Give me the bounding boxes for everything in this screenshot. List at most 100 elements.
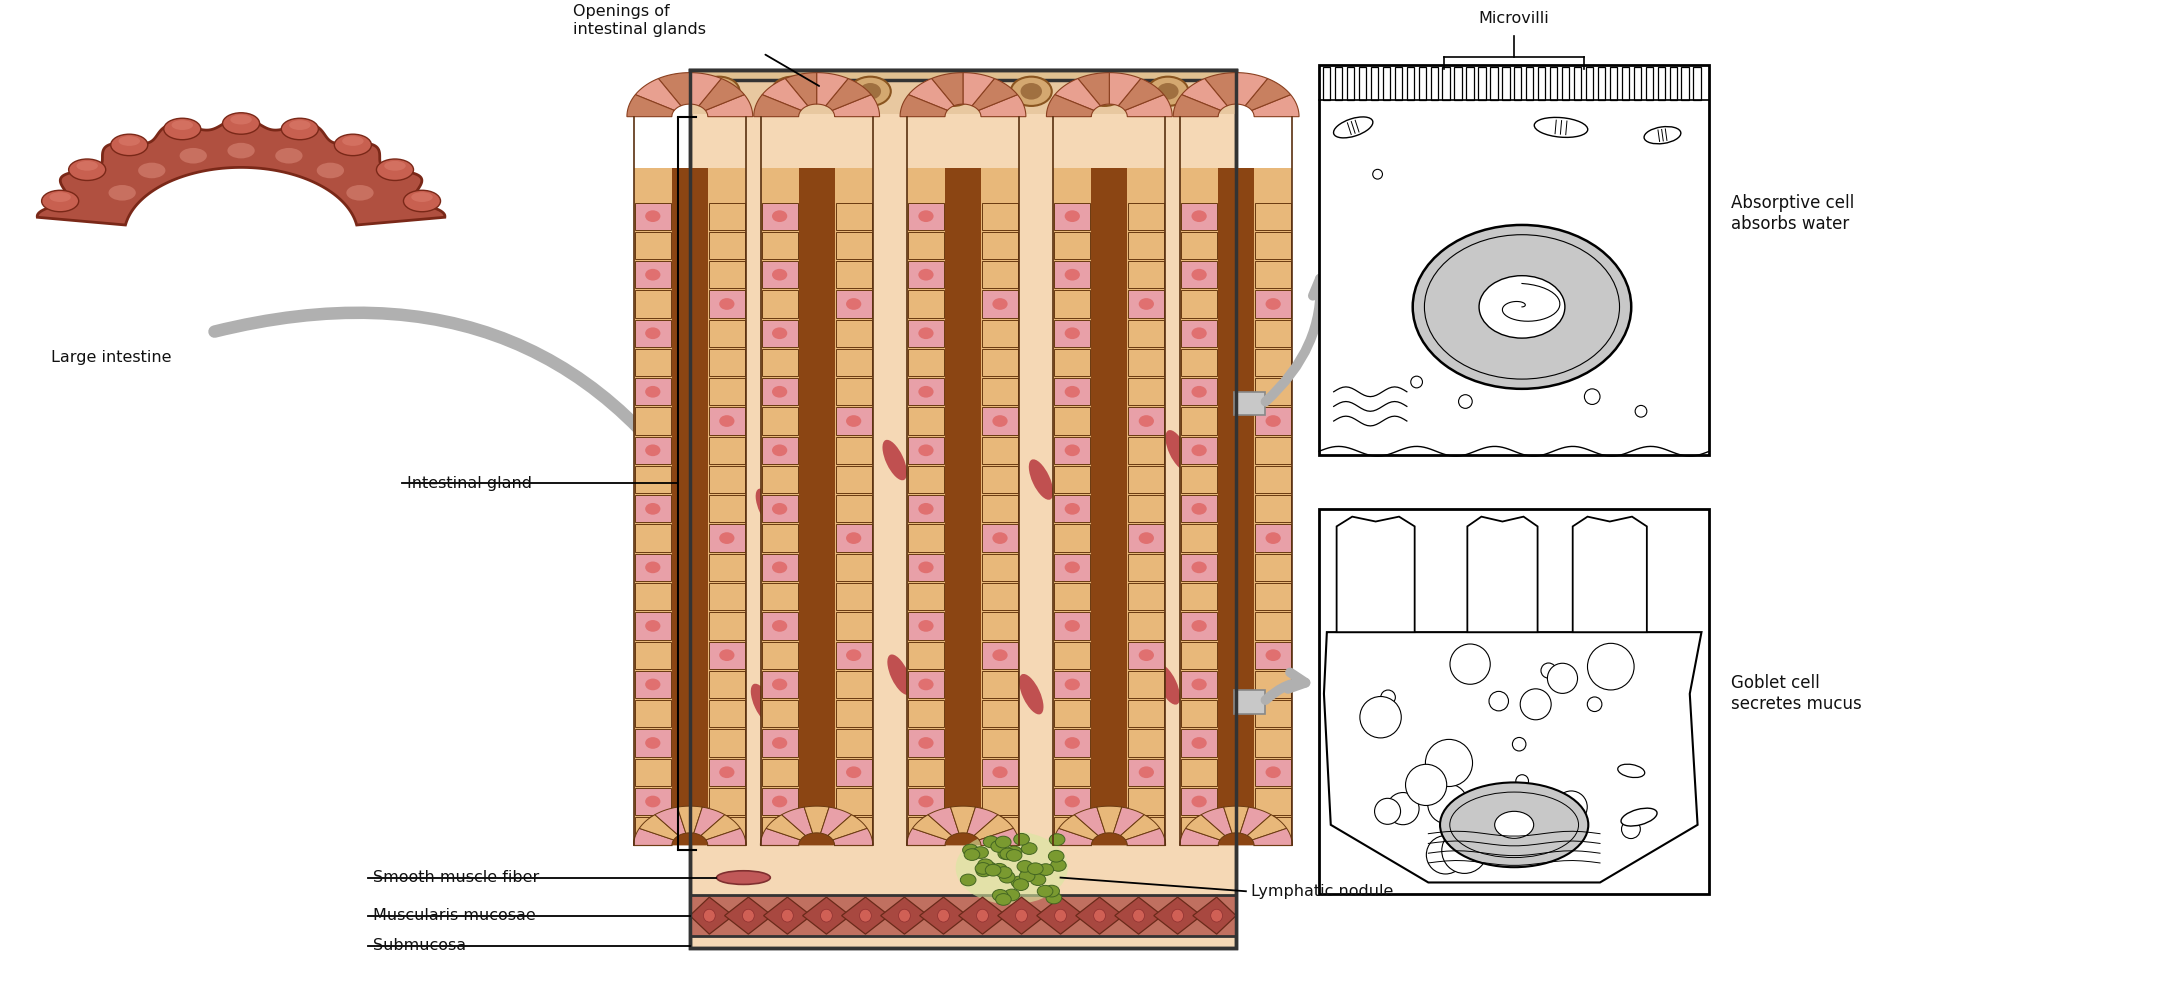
- Ellipse shape: [699, 77, 740, 106]
- Bar: [762, 642, 799, 669]
- Ellipse shape: [1192, 738, 1208, 748]
- Polygon shape: [950, 806, 976, 833]
- Ellipse shape: [846, 298, 861, 309]
- Ellipse shape: [883, 440, 907, 480]
- Bar: [1182, 319, 1216, 347]
- Ellipse shape: [1011, 77, 1052, 106]
- Ellipse shape: [1171, 909, 1184, 922]
- Bar: [1255, 612, 1292, 640]
- Ellipse shape: [887, 655, 911, 695]
- Ellipse shape: [976, 865, 991, 876]
- Bar: [710, 612, 744, 640]
- Bar: [1394, 67, 1402, 100]
- Ellipse shape: [110, 134, 147, 156]
- Bar: [909, 407, 944, 435]
- Polygon shape: [1192, 897, 1236, 934]
- Bar: [634, 407, 671, 435]
- Bar: [1255, 407, 1292, 435]
- Bar: [835, 524, 872, 552]
- Polygon shape: [781, 807, 814, 835]
- Bar: [762, 437, 799, 464]
- Bar: [982, 524, 1017, 552]
- Bar: [1443, 67, 1450, 100]
- Polygon shape: [1093, 833, 1127, 845]
- Bar: [909, 671, 944, 698]
- Polygon shape: [907, 806, 1019, 845]
- Bar: [1573, 67, 1582, 100]
- Polygon shape: [931, 73, 963, 106]
- Circle shape: [1374, 798, 1400, 824]
- Ellipse shape: [703, 909, 716, 922]
- Bar: [1255, 232, 1292, 259]
- Bar: [1054, 730, 1091, 756]
- Bar: [1054, 524, 1091, 552]
- Ellipse shape: [346, 185, 374, 201]
- Bar: [909, 787, 944, 815]
- Bar: [1054, 466, 1091, 493]
- Bar: [1383, 67, 1389, 100]
- Ellipse shape: [1065, 738, 1080, 748]
- Circle shape: [1478, 833, 1508, 865]
- Bar: [1502, 67, 1510, 100]
- Bar: [1515, 67, 1521, 100]
- Bar: [690, 895, 1236, 936]
- Polygon shape: [786, 73, 816, 106]
- Ellipse shape: [1006, 849, 1021, 861]
- Ellipse shape: [1065, 503, 1080, 515]
- Bar: [1054, 437, 1091, 464]
- Ellipse shape: [164, 118, 201, 140]
- Polygon shape: [842, 897, 889, 934]
- Ellipse shape: [275, 148, 303, 164]
- Ellipse shape: [718, 650, 734, 661]
- Ellipse shape: [742, 909, 755, 922]
- Polygon shape: [972, 79, 1017, 111]
- Bar: [1054, 554, 1091, 581]
- Polygon shape: [1244, 79, 1290, 111]
- Bar: [1127, 407, 1164, 435]
- Bar: [1127, 758, 1164, 785]
- Ellipse shape: [718, 532, 734, 544]
- Ellipse shape: [998, 848, 1013, 859]
- Bar: [690, 70, 1236, 114]
- Bar: [909, 817, 944, 844]
- Ellipse shape: [1192, 444, 1208, 456]
- Polygon shape: [1119, 79, 1164, 111]
- Ellipse shape: [716, 871, 770, 884]
- Bar: [1255, 378, 1292, 405]
- Polygon shape: [1173, 95, 1220, 117]
- Bar: [1255, 730, 1292, 756]
- Bar: [835, 407, 872, 435]
- Bar: [982, 203, 1017, 230]
- Circle shape: [1549, 795, 1565, 809]
- Bar: [799, 168, 835, 845]
- Bar: [835, 554, 872, 581]
- Circle shape: [1547, 664, 1578, 694]
- Ellipse shape: [1011, 876, 1026, 888]
- Bar: [1370, 67, 1378, 100]
- Bar: [909, 524, 944, 552]
- Bar: [634, 168, 747, 845]
- Bar: [909, 232, 944, 259]
- Bar: [710, 378, 744, 405]
- Polygon shape: [705, 828, 747, 845]
- Bar: [909, 758, 944, 785]
- Polygon shape: [690, 897, 734, 934]
- Ellipse shape: [645, 738, 660, 748]
- Polygon shape: [1251, 95, 1298, 117]
- Ellipse shape: [316, 163, 344, 179]
- Ellipse shape: [1065, 327, 1080, 339]
- Bar: [762, 495, 799, 523]
- Bar: [1182, 554, 1216, 581]
- Bar: [1127, 817, 1164, 844]
- Bar: [710, 730, 744, 756]
- Bar: [1182, 378, 1216, 405]
- Bar: [1420, 67, 1426, 100]
- Ellipse shape: [1192, 268, 1208, 280]
- Bar: [634, 261, 671, 288]
- Bar: [1182, 349, 1216, 376]
- Bar: [1597, 67, 1606, 100]
- Bar: [1182, 817, 1216, 844]
- Bar: [634, 203, 671, 230]
- Bar: [1127, 466, 1164, 493]
- Ellipse shape: [180, 148, 208, 164]
